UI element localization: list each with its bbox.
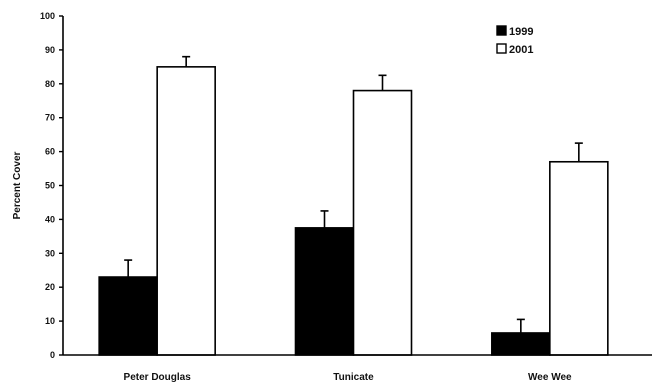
y-tick-label: 80	[45, 79, 55, 89]
bar-2001-wee-wee	[549, 160, 609, 356]
legend-label-2001: 2001	[509, 44, 533, 56]
x-category-label: Peter Douglas	[124, 372, 192, 383]
bar-2001-peter-douglas	[156, 66, 216, 356]
y-tick-label: 20	[45, 282, 55, 292]
y-tick-label: 0	[50, 350, 55, 360]
bar-1999-wee-wee	[491, 332, 551, 356]
y-tick-label: 100	[40, 11, 55, 21]
legend-swatch-2001	[496, 43, 507, 54]
legend: 1999 2001	[496, 25, 533, 56]
legend-label-1999: 1999	[509, 26, 533, 38]
bar-1999-peter-douglas	[98, 276, 158, 356]
y-axis-title: Percent Cover	[12, 151, 23, 219]
y-tick-label: 10	[45, 316, 55, 326]
x-category-label: Tunicate	[333, 372, 374, 383]
bar-2001-tunicate	[352, 89, 413, 356]
bar-1999-tunicate	[294, 227, 355, 356]
error-bars	[124, 55, 583, 333]
y-tick-label: 50	[45, 181, 55, 191]
y-tick-label: 60	[45, 147, 55, 157]
y-tick-label: 40	[45, 214, 55, 224]
y-tick-label: 70	[45, 113, 55, 123]
y-tick-label: 30	[45, 248, 55, 258]
legend-swatch-1999	[496, 25, 507, 36]
y-axis-ticks: 0 10 20 30 40 50 60 70 80 90 100	[40, 11, 63, 360]
y-tick-label: 90	[45, 45, 55, 55]
bars	[98, 66, 609, 356]
x-axis-category-labels: Peter Douglas Tunicate Wee Wee	[124, 372, 572, 383]
x-category-label: Wee Wee	[528, 372, 572, 383]
